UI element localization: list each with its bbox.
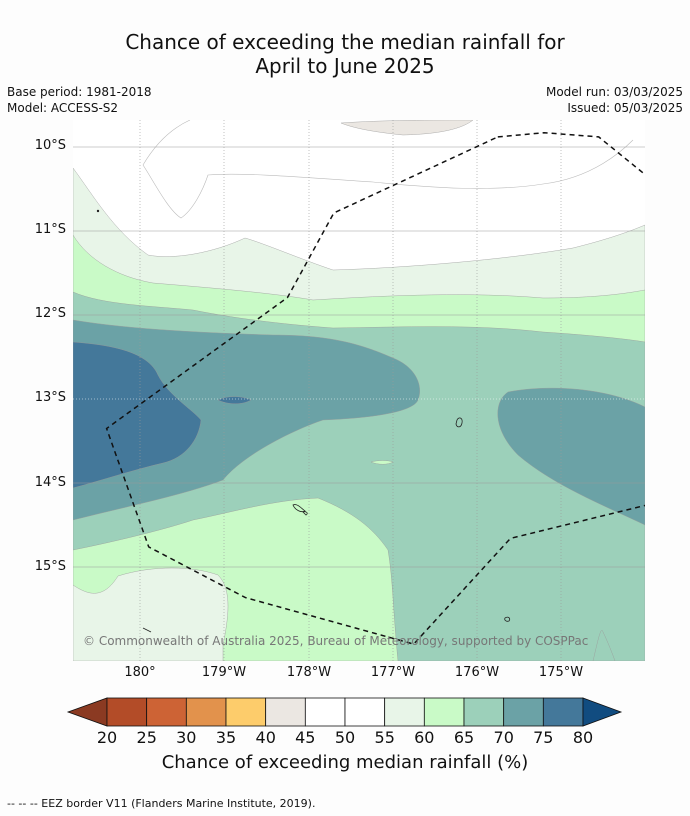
issued-date: Issued: 05/03/2025 — [567, 101, 683, 115]
lon-label-176w: 176°W — [454, 665, 500, 680]
colorbar — [66, 697, 623, 727]
colorbar-tick-60: 60 — [414, 728, 435, 747]
colorbar-tick-45: 45 — [295, 728, 316, 747]
island-4 — [504, 616, 511, 622]
colorbar-tick-55: 55 — [374, 728, 395, 747]
colorbar-tick-25: 25 — [136, 728, 157, 747]
island-1 — [455, 417, 463, 428]
colorbar-box-6 — [344, 697, 386, 727]
islands — [96, 209, 511, 633]
lon-label-175w: 175°W — [538, 665, 584, 680]
lat-label-11s: 11°S — [34, 222, 66, 237]
base-period: Base period: 1981-2018 — [7, 85, 152, 99]
meta-right: Model run: 03/03/2025 Issued: 05/03/2025 — [546, 84, 683, 116]
eez-legend-note: -- -- -- EEZ border V11 (Flanders Marine… — [7, 797, 316, 810]
graticule — [73, 120, 645, 661]
lat-label-15s: 15°S — [34, 559, 66, 574]
lat-label-14s: 14°S — [34, 475, 66, 490]
title-line-2: April to June 2025 — [255, 54, 435, 78]
colorbar-box-4 — [265, 697, 306, 727]
lon-label-177w: 177°W — [370, 665, 416, 680]
colorbar-high-extend — [582, 697, 623, 727]
lat-label-12s: 12°S — [34, 306, 66, 321]
lat-label-10s: 10°S — [34, 138, 66, 153]
colorbar-tick-40: 40 — [255, 728, 276, 747]
colorbar-box-9 — [463, 697, 505, 727]
zone-70-75-east — [497, 387, 645, 526]
colorbar-tick-80: 80 — [572, 728, 594, 747]
colorbar-box-2 — [185, 697, 227, 727]
chart-title: Chance of exceeding the median rainfall … — [0, 30, 690, 78]
rainfall-map[interactable]: © Commonwealth of Australia 2025, Bureau… — [73, 120, 645, 661]
contour-line-north-2 — [142, 120, 191, 166]
island-2 — [292, 504, 306, 513]
lat-label-13s: 13°S — [34, 390, 66, 405]
colorbar-tick-70: 70 — [493, 728, 514, 747]
lon-label-180: 180° — [124, 665, 156, 680]
zone-65-70-southeast — [592, 630, 616, 661]
colorbar-tick-20: 20 — [96, 728, 118, 747]
colorbar-tick-30: 30 — [176, 728, 197, 747]
colorbar-low-extend — [66, 697, 108, 727]
meta-left: Base period: 1981-2018 Model: ACCESS-S2 — [7, 84, 152, 116]
colorbar-box-5 — [304, 697, 346, 727]
lon-label-179w: 179°W — [201, 665, 247, 680]
lon-label-178w: 178°W — [286, 665, 332, 680]
zone-75-80-small — [217, 396, 252, 404]
colorbar-boxes — [106, 697, 584, 727]
zone-40-45-north — [340, 120, 474, 136]
colorbar-box-7 — [384, 697, 425, 727]
island-6 — [96, 209, 100, 213]
map-copyright: © Commonwealth of Australia 2025, Bureau… — [83, 634, 588, 648]
colorbar-tick-35: 35 — [215, 728, 237, 747]
contour-line-north — [142, 139, 634, 219]
model-name: Model: ACCESS-S2 — [7, 101, 119, 115]
colorbar-box-3 — [225, 697, 267, 727]
colorbar-box-10 — [503, 697, 544, 727]
model-run: Model run: 03/03/2025 — [545, 85, 683, 99]
colorbar-box-11 — [542, 697, 584, 727]
colorbar-tick-75: 75 — [533, 728, 554, 747]
eez-border — [105, 131, 645, 645]
colorbar-box-8 — [423, 697, 465, 727]
colorbar-label: Chance of exceeding median rainfall (%) — [161, 752, 529, 773]
island-3 — [302, 511, 308, 516]
zone-70-75 — [73, 319, 420, 521]
title-line-1: Chance of exceeding the median rainfall … — [125, 30, 565, 54]
colorbar-tick-65: 65 — [453, 728, 475, 747]
zone-75-80 — [73, 341, 202, 489]
colorbar-box-0 — [106, 697, 148, 727]
colorbar-tick-50: 50 — [334, 728, 356, 747]
island-5 — [142, 627, 152, 633]
colorbar-box-1 — [146, 697, 187, 727]
